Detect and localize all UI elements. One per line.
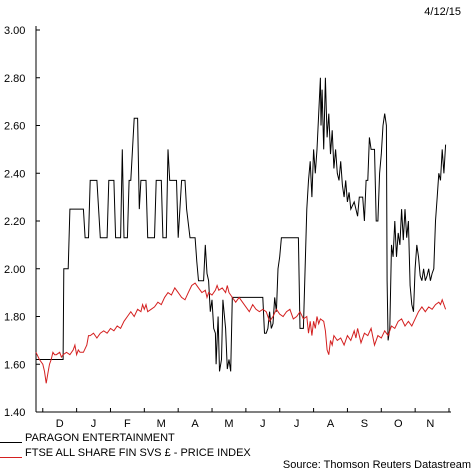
x-tick-label: D (56, 418, 64, 430)
legend-swatch-paragon (0, 442, 22, 443)
x-tick-label: A (327, 418, 335, 430)
y-tick-label: 3.00 (4, 25, 25, 37)
x-tick-label: J (294, 418, 300, 430)
y-tick-label: 2.20 (4, 216, 25, 228)
x-tick-label: M (157, 418, 166, 430)
x-tick-label: J (91, 418, 97, 430)
y-tick-label: 2.60 (4, 121, 25, 133)
legend-label-ftse: FTSE ALL SHARE FIN SVS £ - PRICE INDEX (25, 446, 251, 459)
legend-item-paragon: PARAGON ENTERTAINMENT (0, 430, 251, 445)
y-tick-label: 2.00 (4, 264, 25, 276)
y-tick-label: 1.40 (4, 407, 25, 419)
x-tick-label: S (361, 418, 368, 430)
source-note: Source: Thomson Reuters Datastream (282, 459, 471, 471)
x-tick-label: J (260, 418, 266, 430)
x-tick-label: N (426, 418, 434, 430)
x-tick-label: A (191, 418, 199, 430)
y-tick-label: 1.60 (4, 359, 25, 371)
series-layer (35, 77, 447, 384)
y-tick-label: 2.40 (4, 168, 25, 180)
y-tick-label: 2.80 (4, 73, 25, 85)
x-tick-label: F (124, 418, 131, 430)
axes: 3.00 2.80 2.60 2.40 2.20 2.00 1.80 1.60 1.40 D J F M… (4, 25, 451, 430)
legend-item-ftse: FTSE ALL SHARE FIN SVS £ - PRICE INDEX (0, 445, 251, 460)
series-line-ftse (35, 282, 447, 384)
x-tick-label: O (394, 418, 403, 430)
legend-swatch-ftse (0, 457, 22, 458)
chart-date: 4/12/15 (424, 6, 461, 18)
x-tick-label: M (224, 418, 233, 430)
y-tick-label: 1.80 (4, 312, 25, 324)
legend: PARAGON ENTERTAINMENT FTSE ALL SHARE FIN… (0, 430, 251, 460)
series-line-paragon (36, 77, 447, 372)
legend-label-paragon: PARAGON ENTERTAINMENT (25, 431, 175, 444)
